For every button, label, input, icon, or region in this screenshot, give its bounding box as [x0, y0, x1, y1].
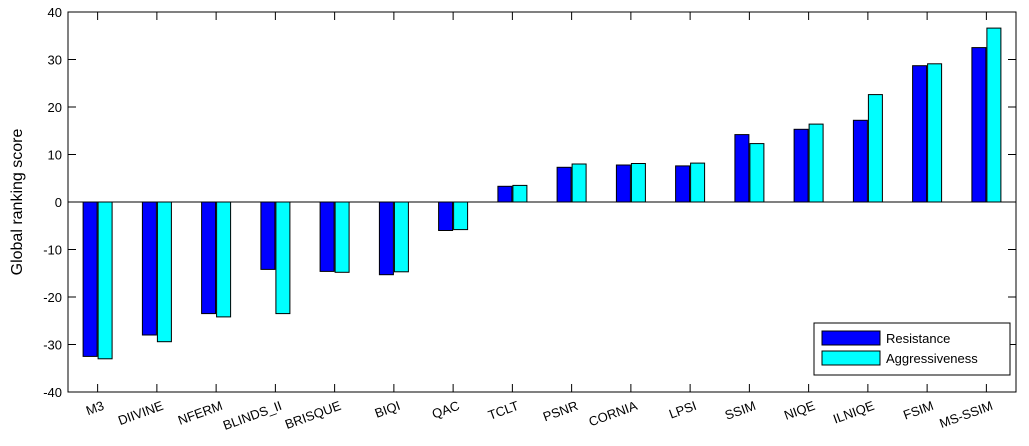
x-tick-label: NIQE: [782, 398, 817, 423]
bar-resistance-qac: [438, 201, 454, 231]
bar-resistance-nferm: [201, 201, 217, 315]
bar-aggressiveness-blinds_ii: [275, 201, 291, 315]
bar-resistance-m3: [82, 201, 98, 357]
y-tick-label: -20: [43, 290, 62, 305]
x-tick-label: DIIVINE: [116, 398, 166, 428]
bar-resistance-cornia: [615, 164, 631, 203]
x-tick-label: LPSI: [667, 398, 699, 422]
bar-aggressiveness-ilniqe: [867, 94, 883, 203]
x-tick-label: M3: [84, 398, 106, 418]
bar-aggressiveness-ssim: [749, 143, 765, 203]
y-tick-label: 10: [48, 148, 62, 163]
y-tick-label: 20: [48, 100, 62, 115]
bar-resistance-biqi: [378, 201, 394, 276]
legend-label-resistance: Resistance: [886, 331, 950, 346]
x-tick-label: PSNR: [541, 398, 580, 424]
bar-aggressiveness-biqi: [393, 201, 409, 273]
bar-aggressiveness-psnr: [571, 163, 587, 203]
y-tick-label: -40: [43, 385, 62, 400]
legend-swatch-resistance: [821, 330, 881, 346]
x-tick-label: ILNIQE: [831, 398, 876, 427]
bar-resistance-niqe: [793, 128, 809, 203]
bar-resistance-diivine: [141, 201, 157, 336]
x-tick-label: CORNIA: [587, 398, 640, 430]
bar-aggressiveness-diivine: [156, 201, 172, 343]
y-axis-label: Global ranking score: [9, 129, 26, 276]
bar-aggressiveness-ms-ssim: [986, 27, 1002, 203]
legend-label-aggressiveness: Aggressiveness: [886, 351, 978, 366]
y-tick-label: -30: [43, 338, 62, 353]
y-tick-label: 40: [48, 5, 62, 20]
bar-resistance-psnr: [556, 166, 572, 203]
bar-aggressiveness-lpsi: [690, 162, 706, 203]
x-tick-label: SSIM: [723, 398, 758, 423]
bar-resistance-lpsi: [675, 165, 691, 203]
x-tick-label: NFERM: [176, 398, 225, 428]
bar-aggressiveness-cornia: [630, 163, 646, 203]
bars-layer: [82, 27, 1002, 360]
bar-resistance-ilniqe: [852, 119, 868, 203]
bar-aggressiveness-tclt: [512, 184, 528, 203]
y-tick-label: 30: [48, 53, 62, 68]
y-tick-label: 0: [55, 195, 62, 210]
bar-aggressiveness-nferm: [216, 201, 232, 318]
x-tick-label: QAC: [430, 398, 462, 422]
x-tick-label: BLINDS_II: [221, 398, 284, 433]
x-tick-label: TCLT: [486, 398, 521, 423]
bar-resistance-brisque: [319, 201, 335, 272]
bar-aggressiveness-qac: [453, 201, 469, 231]
bar-resistance-tclt: [497, 185, 513, 203]
legend-swatch-aggressiveness: [821, 350, 881, 366]
bar-resistance-blinds_ii: [260, 201, 276, 270]
bar-resistance-ssim: [734, 134, 750, 203]
bar-aggressiveness-brisque: [334, 201, 350, 273]
y-tick-label: -10: [43, 243, 62, 258]
bar-resistance-ms-ssim: [971, 47, 987, 203]
legend: Resistance Aggressiveness: [813, 322, 1011, 376]
x-tick-label: BRISQUE: [283, 398, 343, 432]
x-tick-label: BIQI: [373, 398, 403, 421]
bar-resistance-fsim: [912, 65, 928, 203]
bar-aggressiveness-m3: [97, 201, 113, 360]
bar-aggressiveness-niqe: [808, 123, 824, 203]
bar-aggressiveness-fsim: [927, 63, 943, 203]
x-tick-label: MS-SSIM: [937, 398, 994, 431]
x-tick-label: FSIM: [901, 398, 935, 423]
